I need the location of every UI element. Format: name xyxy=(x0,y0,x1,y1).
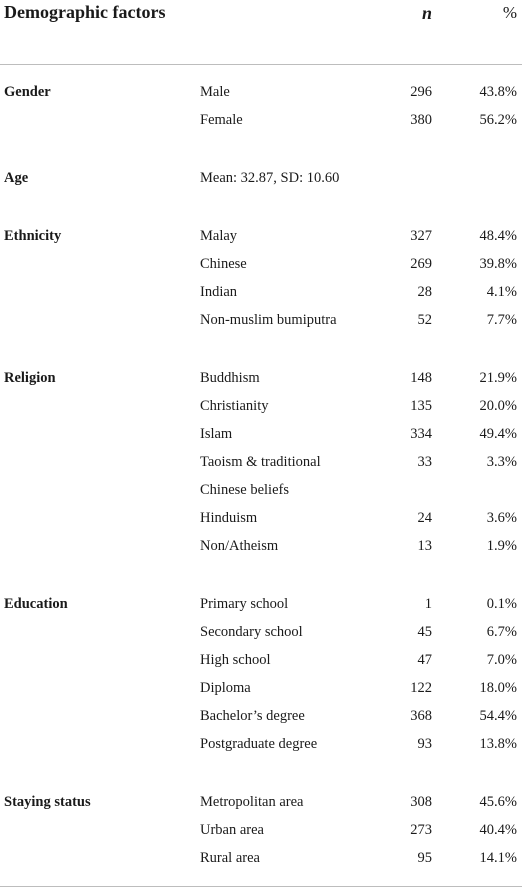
row-subcategory: Rural area xyxy=(200,850,260,866)
row-subcategory: Hinduism xyxy=(200,510,258,526)
row-subcategory: Islam xyxy=(200,426,233,442)
row-subcategory: Female xyxy=(200,112,243,128)
row-subcategory: Primary school xyxy=(200,596,289,612)
row-subcategory: Non-muslim bumiputra xyxy=(200,312,337,328)
row-n-value: 45 xyxy=(417,624,433,640)
row-subcategory: Urban area xyxy=(200,822,264,838)
row-percent-value: 54.4% xyxy=(479,708,517,724)
row-category: Gender xyxy=(4,84,51,100)
row-percent-value: 40.4% xyxy=(479,822,517,838)
row-percent-value: 7.0% xyxy=(486,652,517,668)
row-percent-value: 18.0% xyxy=(479,680,517,696)
row-n-value: 33 xyxy=(417,454,433,470)
header-percent: % xyxy=(502,3,517,22)
row-percent-value: 3.6% xyxy=(486,510,517,526)
row-percent-value: 4.1% xyxy=(486,284,517,300)
row-n-value: 13 xyxy=(417,538,433,554)
row-percent-value: 56.2% xyxy=(479,112,517,128)
row-subcategory: Diploma xyxy=(200,680,251,696)
row-subcategory: Chinese xyxy=(200,256,247,272)
row-n-value: 380 xyxy=(410,112,432,128)
row-percent-value: 6.7% xyxy=(486,624,517,640)
row-n-value: 122 xyxy=(410,680,432,696)
row-percent-value: 13.8% xyxy=(479,736,517,752)
row-subcategory: Malay xyxy=(200,228,238,244)
table-bottom-rule xyxy=(0,886,522,887)
row-percent-value: 39.8% xyxy=(479,256,517,272)
row-percent-value: 20.0% xyxy=(479,398,517,414)
row-subcategory: Non/Atheism xyxy=(200,538,279,554)
table-header: Demographic factors n % xyxy=(0,0,522,65)
row-subcategory: Chinese beliefs xyxy=(200,482,289,498)
row-n-value: 327 xyxy=(410,228,432,244)
row-percent-value: 21.9% xyxy=(479,370,517,386)
row-subcategory: Bachelor’s degree xyxy=(200,708,305,724)
row-subcategory: Mean: 32.87, SD: 10.60 xyxy=(200,170,340,186)
row-n-value: 334 xyxy=(410,426,432,442)
row-percent-value: 49.4% xyxy=(479,426,517,442)
row-subcategory: Male xyxy=(200,84,230,100)
row-percent-value: 0.1% xyxy=(486,596,517,612)
row-n-value: 296 xyxy=(410,84,432,100)
header-n: n xyxy=(421,3,432,23)
row-subcategory: Christianity xyxy=(200,398,269,414)
row-n-value: 28 xyxy=(417,284,433,300)
row-percent-value: 48.4% xyxy=(479,228,517,244)
row-percent-value: 3.3% xyxy=(486,454,517,470)
row-n-value: 308 xyxy=(410,794,432,810)
row-n-value: 95 xyxy=(417,850,433,866)
row-subcategory: Postgraduate degree xyxy=(200,736,318,752)
row-n-value: 148 xyxy=(410,370,432,386)
row-percent-value: 14.1% xyxy=(479,850,517,866)
row-subcategory: Metropolitan area xyxy=(200,794,304,810)
row-n-value: 24 xyxy=(417,510,433,526)
row-category: Age xyxy=(4,170,29,186)
row-n-value: 93 xyxy=(417,736,433,752)
row-n-value: 135 xyxy=(410,398,432,414)
row-subcategory: Indian xyxy=(200,284,238,300)
row-subcategory: High school xyxy=(200,652,271,668)
row-n-value: 368 xyxy=(410,708,432,724)
row-category: Staying status xyxy=(4,794,91,810)
row-subcategory: Buddhism xyxy=(200,370,260,386)
row-subcategory: Secondary school xyxy=(200,624,303,640)
row-n-value: 1 xyxy=(424,596,432,612)
row-n-value: 47 xyxy=(417,652,433,668)
row-n-value: 269 xyxy=(410,256,432,272)
row-percent-value: 45.6% xyxy=(479,794,517,810)
row-category: Religion xyxy=(4,370,56,386)
row-percent-value: 1.9% xyxy=(486,538,517,554)
row-n-value: 52 xyxy=(417,312,433,328)
row-category: Education xyxy=(4,596,68,612)
row-percent-value: 7.7% xyxy=(486,312,517,328)
header-demographic-factors: Demographic factors xyxy=(4,2,166,22)
row-n-value: 273 xyxy=(410,822,432,838)
row-category: Ethnicity xyxy=(4,228,62,244)
row-percent-value: 43.8% xyxy=(479,84,517,100)
row-subcategory: Taoism & traditional xyxy=(200,454,321,470)
